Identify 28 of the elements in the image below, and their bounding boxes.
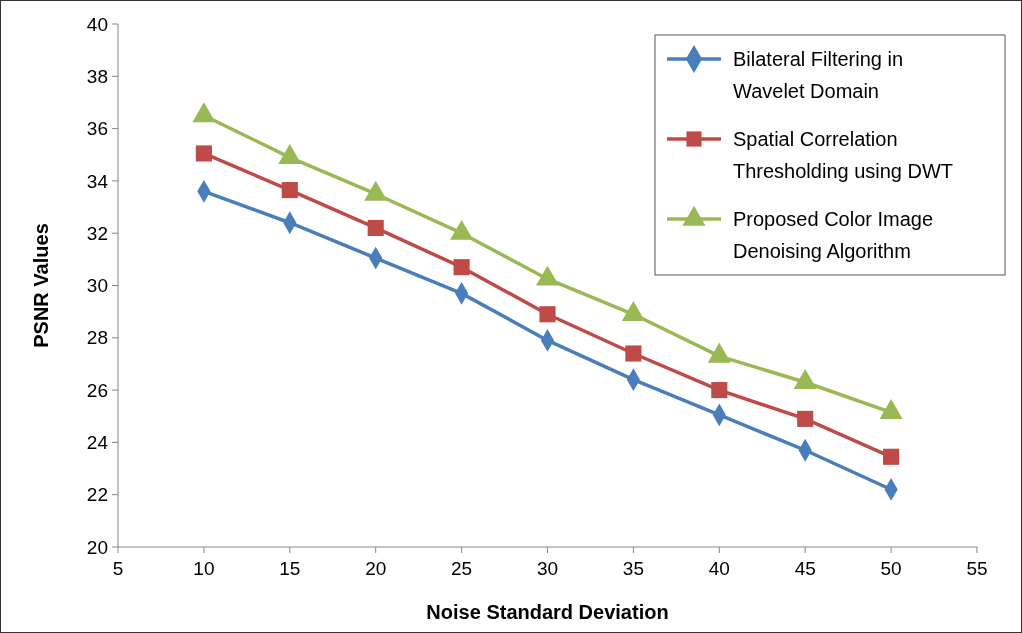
legend-label: Proposed Color Image Denoising Algorithm [733,208,934,262]
y-tick-label: 38 [86,65,108,87]
y-tick-label: 20 [86,536,108,558]
x-tick-label: 20 [365,558,387,579]
x-tick-label: 45 [794,558,816,579]
y-axis-title: PSNR Values [30,223,52,348]
y-tick-label: 24 [86,432,109,454]
x-tick-label: 40 [708,558,730,579]
y-tick-label: 34 [86,170,109,192]
y-tick-label: 30 [86,275,108,297]
x-tick-label: 10 [193,558,215,579]
x-tick-label: 15 [279,558,301,579]
x-tick-label: 55 [966,558,988,579]
y-tick-label: 22 [86,484,108,506]
x-axis-title: Noise Standard Deviation [426,601,669,623]
y-tick-label: 28 [86,327,108,349]
y-tick-label: 32 [86,222,108,244]
x-tick-label: 30 [536,558,559,579]
x-tick-label: 50 [880,558,902,579]
y-tick-label: 36 [86,118,108,140]
x-tick-label: 25 [451,558,473,579]
legend-label: Bilateral Filtering in Wavelet Domain [733,48,904,102]
legend-label: Spatial Correlation Thresholding using DWT [733,128,954,182]
point [195,145,212,162]
y-tick-label: 40 [86,13,108,35]
y-tick-label: 26 [86,379,108,401]
x-tick-label: 35 [622,558,644,579]
x-tick-label: 5 [112,558,124,579]
